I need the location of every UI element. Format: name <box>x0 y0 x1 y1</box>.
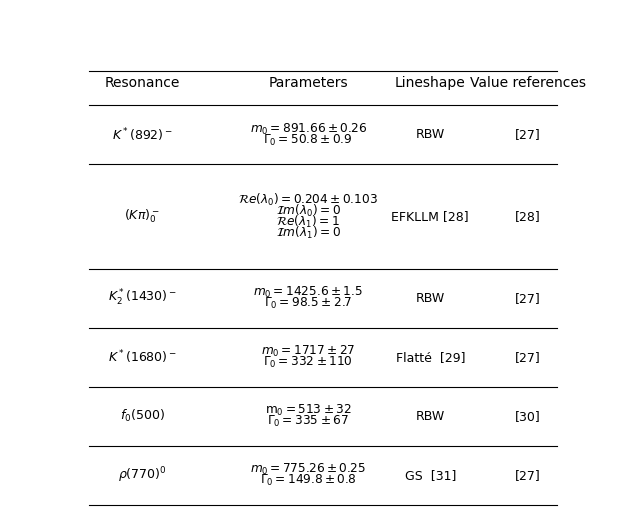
Text: RBW: RBW <box>416 292 445 305</box>
Text: $m_0 = 1425.6 \pm 1.5$: $m_0 = 1425.6 \pm 1.5$ <box>253 285 363 300</box>
Text: $\mathcal{I}m(\lambda_0) = 0$: $\mathcal{I}m(\lambda_0) = 0$ <box>276 203 341 219</box>
Text: EFKLLM [28]: EFKLLM [28] <box>391 210 469 223</box>
Text: Lineshape: Lineshape <box>395 76 466 90</box>
Text: $\mathcal{R}e(\lambda_0) = 0.204 \pm 0.103$: $\mathcal{R}e(\lambda_0) = 0.204 \pm 0.1… <box>238 192 378 208</box>
Text: [27]: [27] <box>515 351 541 364</box>
Text: $\mathcal{R}e(\lambda_1) = 1$: $\mathcal{R}e(\lambda_1) = 1$ <box>277 214 340 230</box>
Text: $\Gamma_0 = 149.8 \pm 0.8$: $\Gamma_0 = 149.8 \pm 0.8$ <box>260 473 357 488</box>
Text: $m_0 = 775.26 \pm 0.25$: $m_0 = 775.26 \pm 0.25$ <box>250 462 366 477</box>
Text: [28]: [28] <box>515 210 541 223</box>
Text: Value references: Value references <box>470 76 586 90</box>
Text: $(K\pi)_0^-$: $(K\pi)_0^-$ <box>124 208 160 225</box>
Text: RBW: RBW <box>416 129 445 141</box>
Text: Parameters: Parameters <box>268 76 348 90</box>
Text: [27]: [27] <box>515 292 541 305</box>
Text: $\Gamma_0 = 335 \pm 67$: $\Gamma_0 = 335 \pm 67$ <box>267 414 349 429</box>
Text: Resonance: Resonance <box>105 76 180 90</box>
Text: GS  [31]: GS [31] <box>404 468 456 482</box>
Text: $\rho(770)^0$: $\rho(770)^0$ <box>118 465 166 485</box>
Text: $\Gamma_0 = 50.8 \pm 0.9$: $\Gamma_0 = 50.8 \pm 0.9$ <box>263 133 353 148</box>
Text: $\mathcal{I}m(\lambda_1) = 0$: $\mathcal{I}m(\lambda_1) = 0$ <box>276 225 341 241</box>
Text: $f_0(500)$: $f_0(500)$ <box>120 408 164 424</box>
Text: $\Gamma_0 = 98.5 \pm 2.7$: $\Gamma_0 = 98.5 \pm 2.7$ <box>264 296 353 311</box>
Text: Flatté  [29]: Flatté [29] <box>396 351 465 364</box>
Text: RBW: RBW <box>416 409 445 423</box>
Text: [30]: [30] <box>515 409 541 423</box>
Text: $\mathrm{m}_0 = 513 \pm 32$: $\mathrm{m}_0 = 513 \pm 32$ <box>265 403 352 418</box>
Text: $m_0 = 1717 \pm 27$: $m_0 = 1717 \pm 27$ <box>261 344 355 359</box>
Text: $K^*(1680)^-$: $K^*(1680)^-$ <box>108 348 176 366</box>
Text: [27]: [27] <box>515 129 541 141</box>
Text: [27]: [27] <box>515 468 541 482</box>
Text: $K_2^*(1430)^-$: $K_2^*(1430)^-$ <box>108 288 176 308</box>
Text: $m_0 = 891.66 \pm 0.26$: $m_0 = 891.66 \pm 0.26$ <box>249 122 367 137</box>
Text: $\Gamma_0 = 332 \pm 110$: $\Gamma_0 = 332 \pm 110$ <box>263 355 353 370</box>
Text: $K^*(892)^-$: $K^*(892)^-$ <box>112 126 173 144</box>
